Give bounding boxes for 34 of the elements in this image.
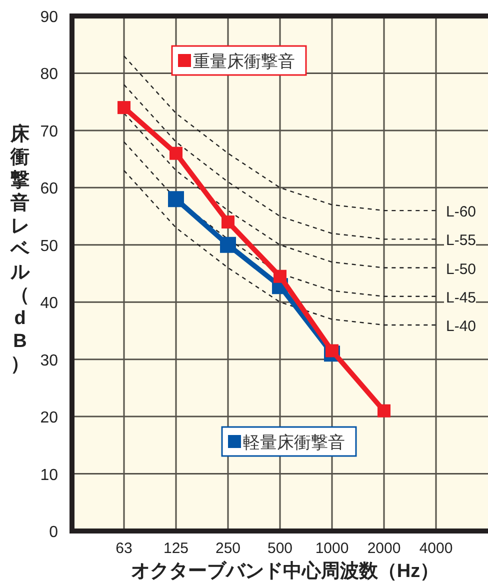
point [220,236,236,253]
y-tick-label: 90 [40,9,58,26]
x-axis-title: オクターブバンド中心周波数（Hz） [130,560,440,582]
series-label: L-55 [446,232,476,250]
legend-label: 重量床衝撃音 [193,52,295,71]
y-tick-label: 50 [40,238,58,255]
x-tick-label: 125 [163,540,189,557]
point [378,404,390,418]
x-tick-label: 1000 [315,540,349,557]
series-label: L-50 [446,260,476,278]
point [170,146,182,160]
y-tick-label: 10 [40,466,58,484]
series-label: L-40 [446,318,476,335]
x-tick-label: 500 [267,540,293,557]
x-tick-label: 4000 [419,540,453,557]
y-tick-label: 20 [40,410,58,427]
y-tick-label: 70 [40,123,58,140]
y-tick-label: 40 [40,295,58,312]
y-tick-label: 80 [40,66,58,84]
text: 床衝撃音レベル（dB） [10,124,30,375]
x-tick-label: 63 [116,540,132,557]
x-tick-label: 250 [215,540,241,557]
y-tick-label: 60 [40,180,58,198]
y-tick-label: 0 [49,524,58,541]
point [222,216,234,228]
point [118,101,130,114]
point [274,270,286,283]
series-label: L-60 [446,204,476,221]
point [168,191,184,208]
legend-label: 軽量床衝撃音 [243,433,345,452]
x-tick-label: 2000 [367,540,401,557]
series-label: L-45 [446,289,476,306]
point [326,344,338,358]
y-tick-label: 30 [40,352,58,370]
